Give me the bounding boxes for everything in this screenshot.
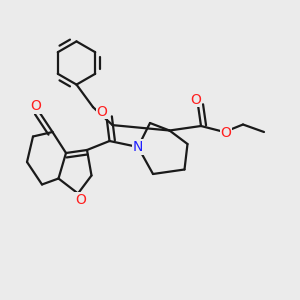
Text: O: O [75,193,86,207]
Text: O: O [190,93,201,106]
Text: O: O [97,105,107,118]
Text: O: O [30,99,41,113]
Text: N: N [133,140,143,154]
Text: O: O [220,127,231,140]
